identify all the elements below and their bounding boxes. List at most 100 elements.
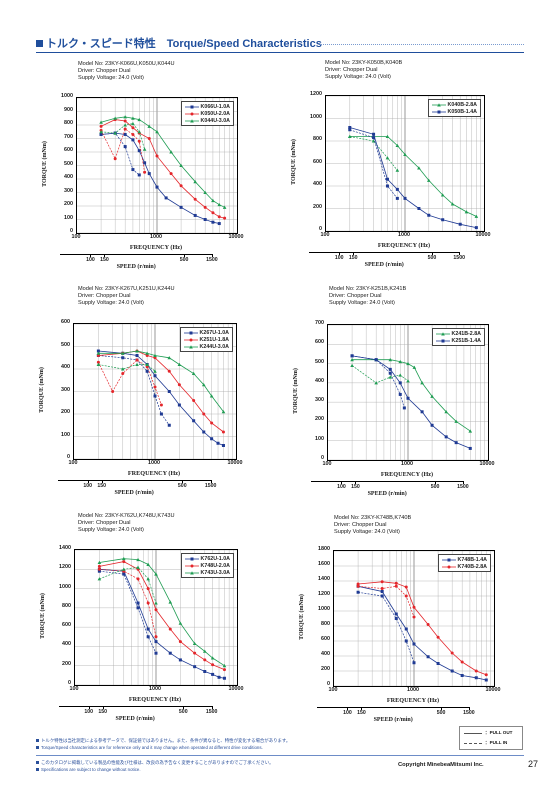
panel-5-legend-marker (447, 565, 451, 568)
panel-3-series-1-pull-in-point (350, 354, 354, 358)
panel-4-legend-swatch (184, 563, 199, 569)
panel-4-legend-label: K762U-1.0A (200, 555, 230, 562)
panel-4-series-0-pull-in-point (136, 606, 140, 610)
panel-0-y-tick-label: 100 (64, 214, 73, 221)
panel-3-plot-area: K241B-2.8A K251B-1.4A (327, 324, 489, 461)
panel-1-y-axis-label: TORQUE (mNm) (291, 138, 297, 185)
panel-1-legend-swatch (431, 109, 446, 115)
panel-5-legend-swatch-svg (441, 565, 456, 568)
panel-5-series-0-point (380, 590, 384, 593)
panel-2-series-2-pull-in-point (96, 362, 101, 366)
panel-4-series-1-point (168, 627, 172, 631)
panel-1-y-tick-label: 400 (313, 181, 322, 187)
panel-4-series-0-pull-in-line (99, 570, 157, 654)
panel-1-info-line: Driver: Chopper Dual (325, 67, 378, 74)
footnote-2: Torque/Speed characteristics are for ref… (36, 745, 263, 750)
panel-1-legend-swatch-svg (431, 110, 446, 113)
panel-0-x-tick-label: 1000 (150, 234, 162, 240)
panel-4-legend-marker (190, 557, 194, 560)
panel-5-plot-area: K748B-1.4A K740B-2.8A (333, 550, 495, 687)
panel-0-y-axis-label: TORQUE (mNm) (42, 140, 48, 187)
key-pull-in: ：PULL IN (464, 740, 507, 746)
panel-3-y-tick-label: 300 (315, 397, 324, 404)
panel-2-series-1-pull-in-point (121, 372, 125, 375)
panel-4-series-1-point (154, 608, 158, 612)
panel-3-speed-tick-label: 1500 (457, 484, 469, 490)
panel-0-speed-axis (60, 254, 212, 255)
panel-1-speed-tick-mark (431, 252, 433, 255)
panel-2-series-0-pull-in-point (153, 394, 157, 398)
panel-5-speed-tick-label: 1500 (463, 710, 475, 716)
panel-0-series-2-point (137, 117, 142, 122)
panel-5-series-1-point (404, 585, 408, 589)
panel-0-series-1-point (217, 215, 221, 219)
panel-1-series-1-pull-in-line (349, 129, 398, 199)
panel-3-series-1-point (420, 410, 424, 414)
panel-3-series-0-point (444, 409, 448, 414)
panel-3-info-line: Model No: 23KY-K251B,K241B (329, 286, 407, 292)
panel-5-info-line: Supply Voltage: 24.0 (Volt) (334, 529, 400, 536)
panel-5-series-0-pull-in-point (356, 590, 360, 594)
panel-2-series-0-point (153, 374, 157, 378)
panel-2-info-line: Model No: 23KY-K267U,K251U,K244U (78, 286, 175, 292)
panel-0-speed-tick-label: 150 (100, 257, 109, 263)
panel-2-legend-item: K251U-1.8A (183, 336, 229, 343)
panel-5-y-tick-label: 1000 (318, 606, 330, 612)
panel-2-series-0-point (135, 354, 139, 357)
panel-2-series-1-point (210, 421, 214, 425)
panel-0-series-2-pull-in-point (123, 123, 127, 127)
panel-3-speed-tick-label: 100 (337, 484, 346, 490)
panel-2-legend-marker (188, 344, 193, 348)
panel-0-legend-item: K066U-1.0A (184, 103, 230, 110)
panel-5-series-0-pull-in-point (404, 639, 408, 643)
panel-1-series-0-point (440, 193, 445, 197)
panel-0-legend: K066U-1.0A K050U-2.0A K044U-3.0A (180, 101, 234, 126)
panel-4-series-2-point (121, 556, 126, 561)
panel-0-series-2-point (169, 150, 173, 154)
panel-3-speed-tick-label: 150 (351, 484, 360, 490)
panel-0-series-2-pull-in-point (137, 129, 142, 134)
panel-1-series-0-pull-in-point (395, 168, 400, 172)
panel-2-series-2-point (135, 349, 139, 353)
panel-5-y-axis-label: TORQUE (mNm) (299, 593, 305, 640)
panel-2-series-2-point (145, 351, 149, 355)
panel-1-speed-axis-label: SPEED (r/min) (364, 262, 404, 268)
panel-3-legend-swatch (435, 331, 450, 337)
panel-1-series-0-point (403, 152, 407, 156)
panel-0-speed-tick-label: 500 (179, 257, 189, 263)
panel-5-series-0-point (474, 676, 478, 680)
panel-0-series-2-point (123, 115, 127, 119)
panel-5-speed-tick-label: 500 (436, 710, 446, 716)
panel-1-series-1-pull-in-point (385, 184, 389, 188)
panel-5-series-0-point (412, 642, 416, 646)
panel-1-x-axis-label: FREQUENCY (Hz) (377, 242, 431, 249)
panel-5-x-axis-label: FREQUENCY (Hz) (386, 697, 440, 704)
panel-4-series-1-point (193, 651, 197, 655)
panel-5-legend-label: K740B-2.8A (457, 563, 487, 570)
panel-2-legend: K267U-1.0A K251U-1.8A K244U-3.0A (179, 327, 233, 352)
panel-2-model-info: Model No: 23KY-K267U,K251U,K244U Driver: … (78, 286, 175, 308)
panel-2-legend-label: K251U-1.8A (199, 336, 229, 343)
panel-4-legend-swatch-svg (184, 557, 199, 560)
panel-4-series-2-point (168, 600, 173, 604)
panel-0-y-tick-label: 1000 (61, 93, 73, 99)
panel-5-series-0-point (394, 612, 398, 616)
panel-2-speed-tick-label: 500 (177, 483, 187, 489)
panel-4-speed-tick-label: 100 (84, 709, 93, 715)
panel-4-x-tick-label: 1000 (149, 686, 161, 692)
panel-2-info-line: Supply Voltage: 24.0 (Volt) (78, 300, 144, 307)
panel-0-series-1-point (169, 172, 173, 176)
panel-5-series-1-point (426, 623, 430, 626)
panel-2-legend-swatch (183, 330, 198, 336)
panel-1-speed-tick-mark (339, 252, 341, 255)
panel-0-legend-swatch (184, 118, 199, 124)
panel-2-series-1-pull-in-point (159, 403, 163, 407)
panel-2-speed-axis-label: SPEED (r/min) (114, 490, 154, 496)
panel-3-series-0-point (406, 361, 410, 366)
panel-5-series-1-point (380, 580, 384, 584)
panel-2-series-0-point (177, 403, 181, 407)
panel-0-series-0-point (147, 172, 151, 176)
panel-4-series-2-point (154, 572, 158, 576)
panel-5-info-line: Driver: Chopper Dual (334, 522, 387, 529)
panel-3-legend-item: K241B-2.8A (435, 330, 481, 337)
